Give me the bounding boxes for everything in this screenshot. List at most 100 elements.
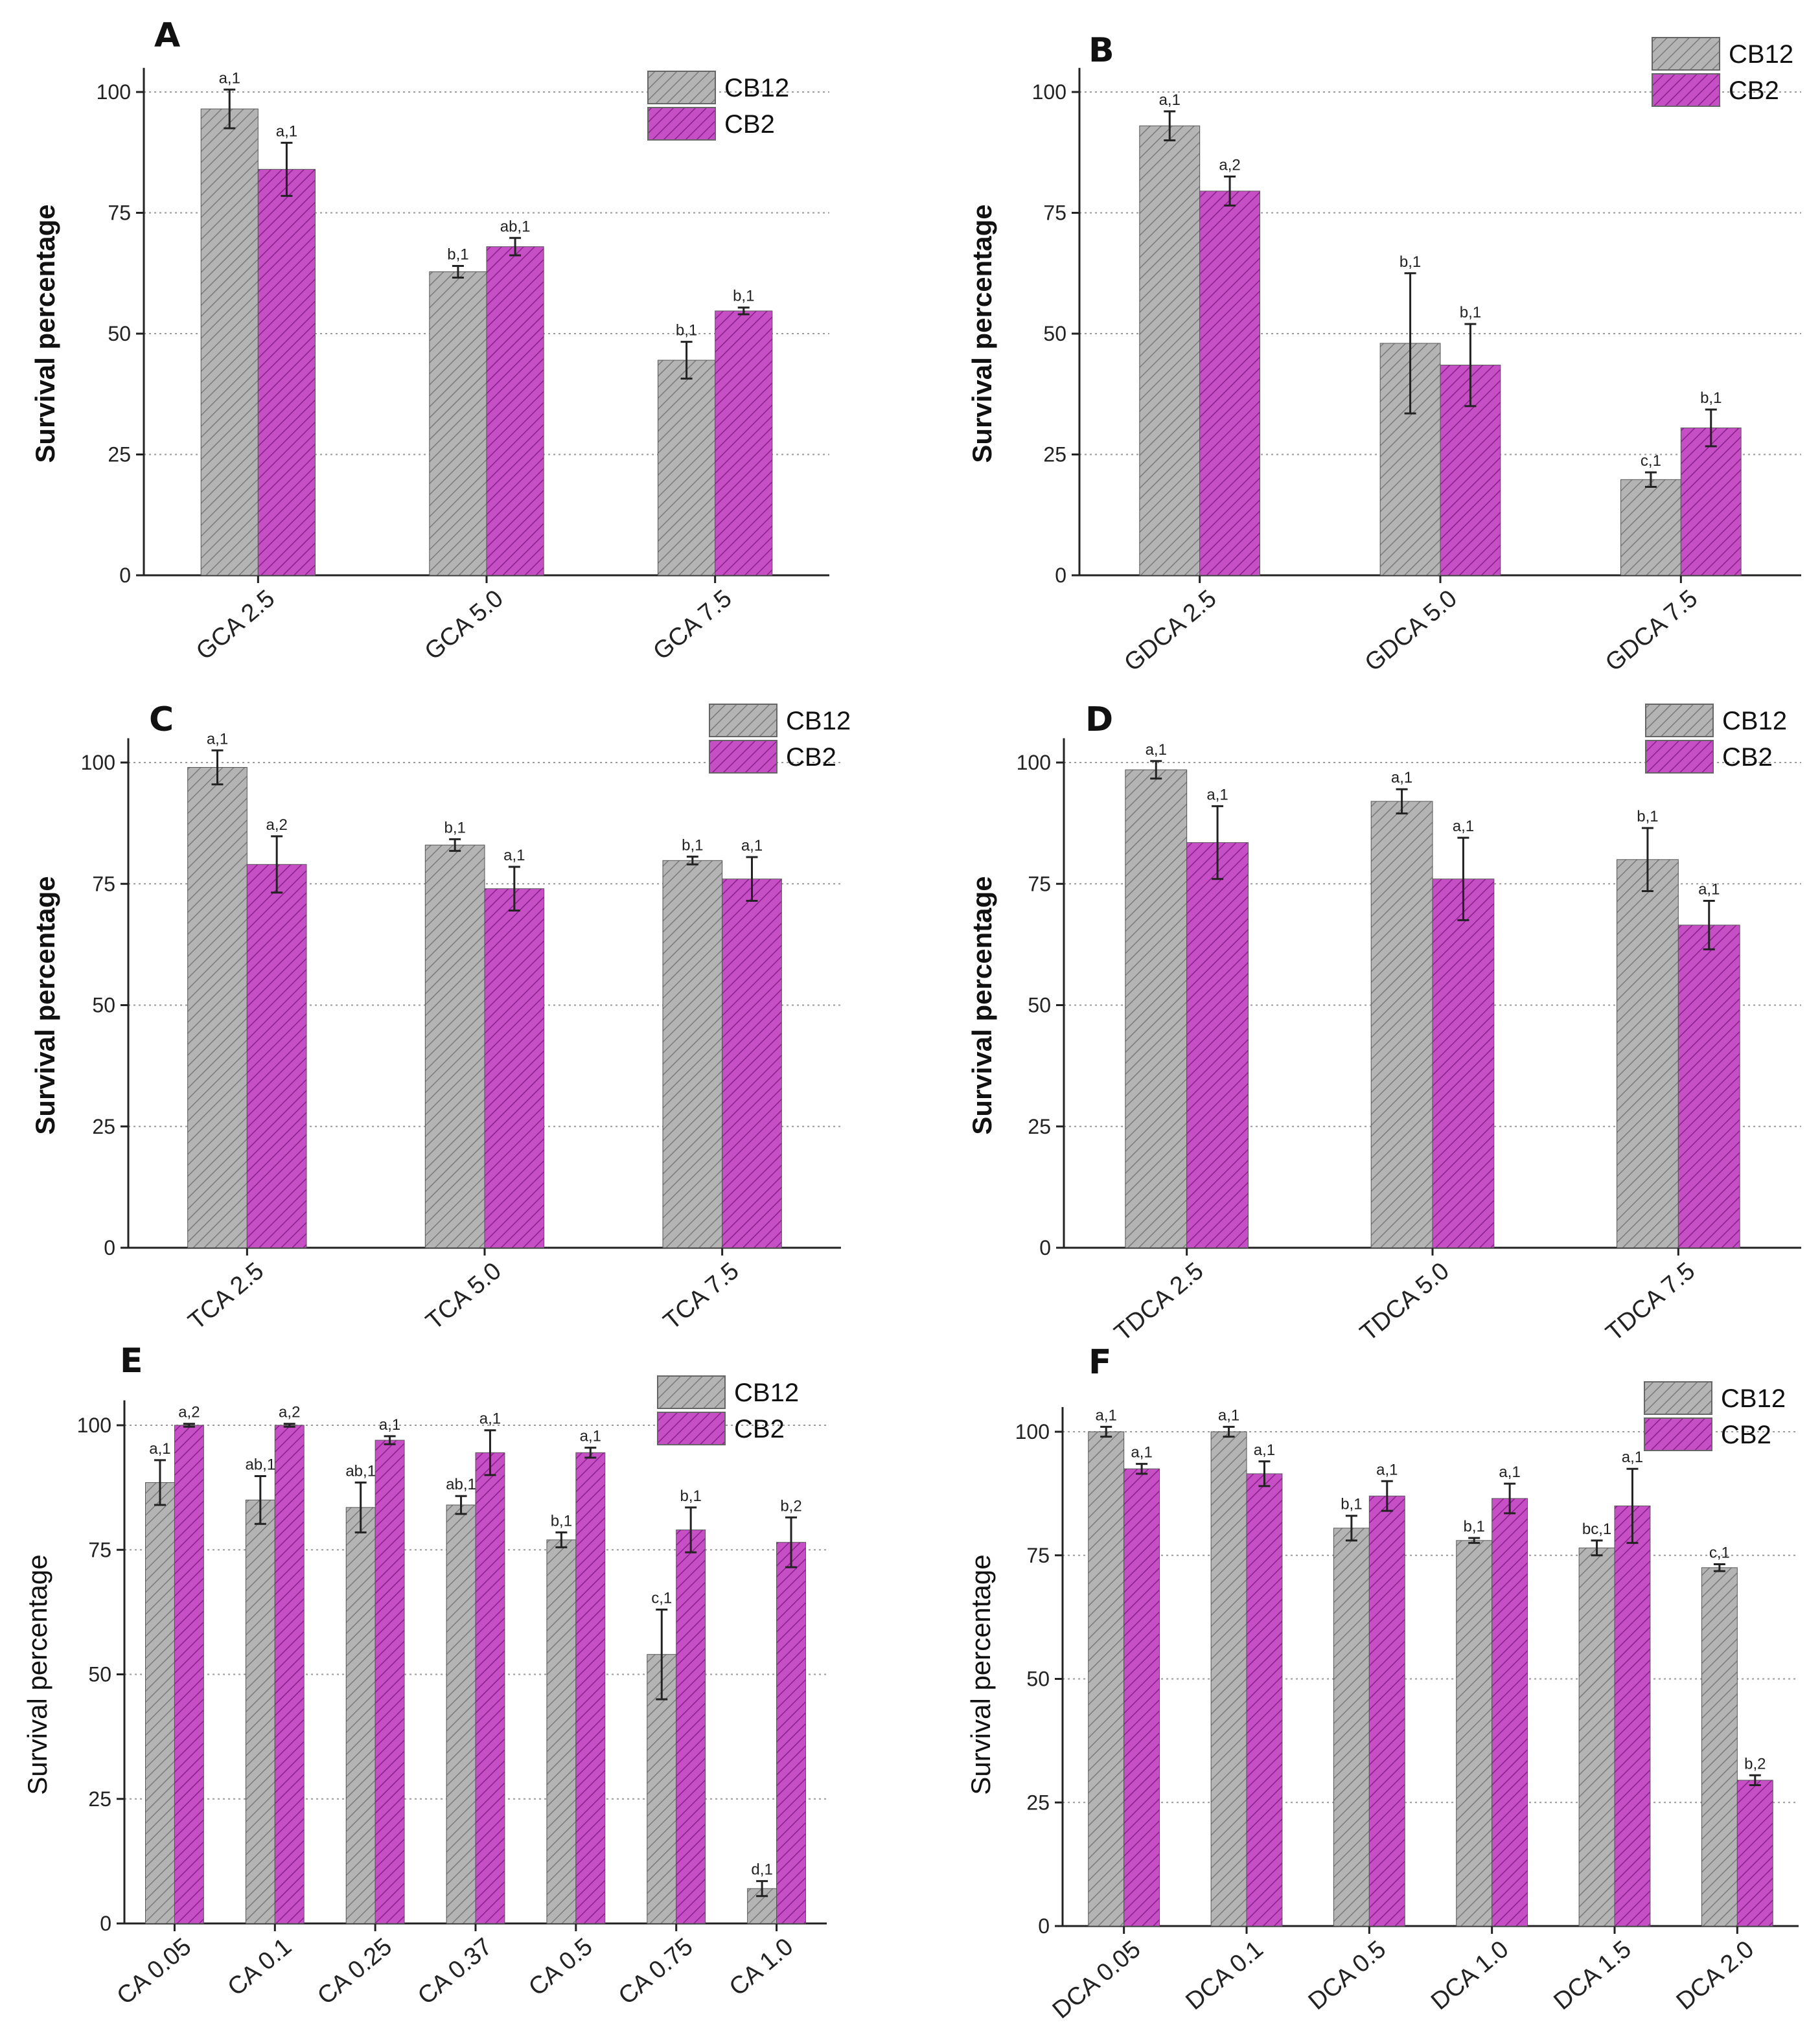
bar-cb2 [174, 1425, 204, 1924]
category-label: CA 0.37 [413, 1933, 498, 2010]
y-tick-label: 0 [104, 1236, 115, 1259]
y-tick-label: 25 [1043, 443, 1066, 466]
category-label: DCA 1.5 [1549, 1936, 1636, 2015]
bar-cb12 [1578, 1547, 1615, 1927]
significance-label: ab,1 [446, 1476, 476, 1493]
bar-cb12 [429, 271, 487, 576]
bar-cb2 [1199, 190, 1260, 576]
significance-label: a,1 [1159, 91, 1181, 109]
significance-label: d,1 [751, 1861, 772, 1879]
panel-letter: E [120, 1342, 143, 1381]
category-label: CA 0.25 [312, 1933, 397, 2010]
y-tick-label: 100 [1032, 80, 1066, 104]
bar-cb12 [345, 1507, 376, 1924]
panel-B: 0 25 50 75 100 Survival percentage Ba,1 a,2 GDCA… [967, 31, 1801, 677]
bar-cb12 [424, 844, 485, 1248]
y-axis-label: Survival percentage [965, 1554, 996, 1795]
category-label: CA 0.75 [614, 1933, 698, 2010]
y-tick-label: 25 [92, 1115, 115, 1138]
y-tick-label: 50 [1043, 322, 1066, 345]
significance-label: b,1 [676, 322, 697, 339]
bar-cb2 [1186, 842, 1249, 1248]
y-tick-label: 75 [92, 872, 115, 895]
legend-label-cb2: CB2 [1722, 743, 1773, 772]
bar-cb12 [1125, 769, 1188, 1248]
bar-cb12 [658, 360, 716, 576]
bar-cb2 [1368, 1495, 1405, 1927]
significance-label: c,1 [1641, 452, 1661, 470]
significance-label: a,1 [207, 730, 228, 748]
significance-label: a,1 [219, 69, 240, 87]
category-label: DCA 2.0 [1672, 1936, 1759, 2015]
significance-label: b,1 [551, 1512, 572, 1530]
significance-label: b,1 [1464, 1518, 1485, 1535]
bar-cb12 [1370, 801, 1433, 1248]
legend-swatch-cb12 [709, 704, 778, 737]
significance-label: c,1 [1709, 1544, 1730, 1561]
legend-swatch-cb12 [657, 1375, 726, 1409]
significance-label: b,1 [1460, 304, 1481, 321]
y-tick-label: 25 [108, 443, 131, 466]
bar-cb2 [676, 1529, 706, 1924]
category-label: DCA 0.5 [1304, 1936, 1391, 2015]
significance-label: a,1 [1698, 880, 1720, 898]
significance-label: ab,1 [245, 1456, 275, 1473]
significance-label: a,1 [503, 847, 525, 864]
y-tick-label: 0 [1038, 1914, 1050, 1938]
significance-label: b,1 [682, 836, 703, 854]
legend-swatch-cb2 [709, 740, 778, 774]
legend-label-cb12: CB12 [724, 74, 789, 102]
legend-label-cb2: CB2 [724, 110, 775, 139]
y-tick-label: 0 [1039, 1236, 1051, 1259]
y-axis-label: Survival percentage [30, 204, 60, 463]
significance-label: a,1 [580, 1428, 601, 1445]
panel-letter: F [1089, 1343, 1112, 1382]
bar-cb2 [1677, 924, 1740, 1248]
bar-cb12 [245, 1499, 275, 1924]
significance-label: a,1 [1206, 786, 1228, 803]
significance-label: bc,1 [1582, 1520, 1611, 1538]
bar-cb2 [475, 1452, 505, 1924]
bar-cb2 [257, 168, 316, 576]
bar-cb12 [1620, 479, 1681, 576]
bar-cb2 [1614, 1505, 1651, 1927]
y-tick-label: 25 [1028, 1115, 1051, 1138]
legend-swatch-cb12 [647, 71, 716, 104]
significance-label: b,1 [447, 246, 468, 264]
y-axis-label: Survival percentage [967, 876, 997, 1134]
bar-cb2 [575, 1452, 606, 1924]
bar-cb12 [1210, 1431, 1247, 1927]
legend-label-cb2: CB2 [1721, 1421, 1771, 1449]
legend-swatch-cb12 [1644, 1381, 1712, 1415]
category-label: GCA 7.5 [648, 585, 737, 666]
panel-letter: A [154, 16, 180, 55]
bar-cb12 [1333, 1528, 1370, 1927]
significance-label: a,2 [279, 1404, 300, 1421]
y-tick-label: 75 [88, 1538, 111, 1561]
significance-label: a,1 [1146, 741, 1167, 759]
significance-label: a,1 [1453, 818, 1474, 835]
y-tick-label: 75 [1026, 1544, 1050, 1567]
y-tick-label: 50 [92, 994, 115, 1017]
bar-cb12 [1139, 125, 1201, 576]
y-tick-label: 0 [119, 564, 131, 587]
y-tick-label: 100 [1015, 1420, 1050, 1443]
bar-cb2 [1123, 1468, 1160, 1927]
y-tick-label: 75 [1043, 201, 1066, 225]
panel-A: 0 25 50 75 100 Survival percentage Aa,1 a,1 GCA … [30, 16, 829, 665]
significance-label: b,2 [780, 1497, 801, 1515]
significance-label: b,2 [1744, 1755, 1766, 1773]
panel-D: 0 25 50 75 100 Survival percentage Da,1 a,1 TDCA… [967, 700, 1801, 1347]
significance-label: b,1 [680, 1487, 701, 1505]
bar-cb12 [546, 1539, 577, 1924]
category-label: GCA 2.5 [191, 585, 280, 666]
y-tick-label: 25 [1026, 1791, 1050, 1814]
bar-cb12 [1617, 859, 1679, 1248]
category-label: CA 0.05 [112, 1933, 197, 2010]
significance-label: a,1 [1131, 1444, 1152, 1462]
legend-label-cb12: CB12 [786, 707, 851, 735]
significance-label: a,1 [1499, 1463, 1520, 1481]
bar-cb12 [200, 108, 259, 576]
significance-label: ab,1 [345, 1462, 376, 1480]
category-label: TCA 2.5 [183, 1257, 269, 1335]
